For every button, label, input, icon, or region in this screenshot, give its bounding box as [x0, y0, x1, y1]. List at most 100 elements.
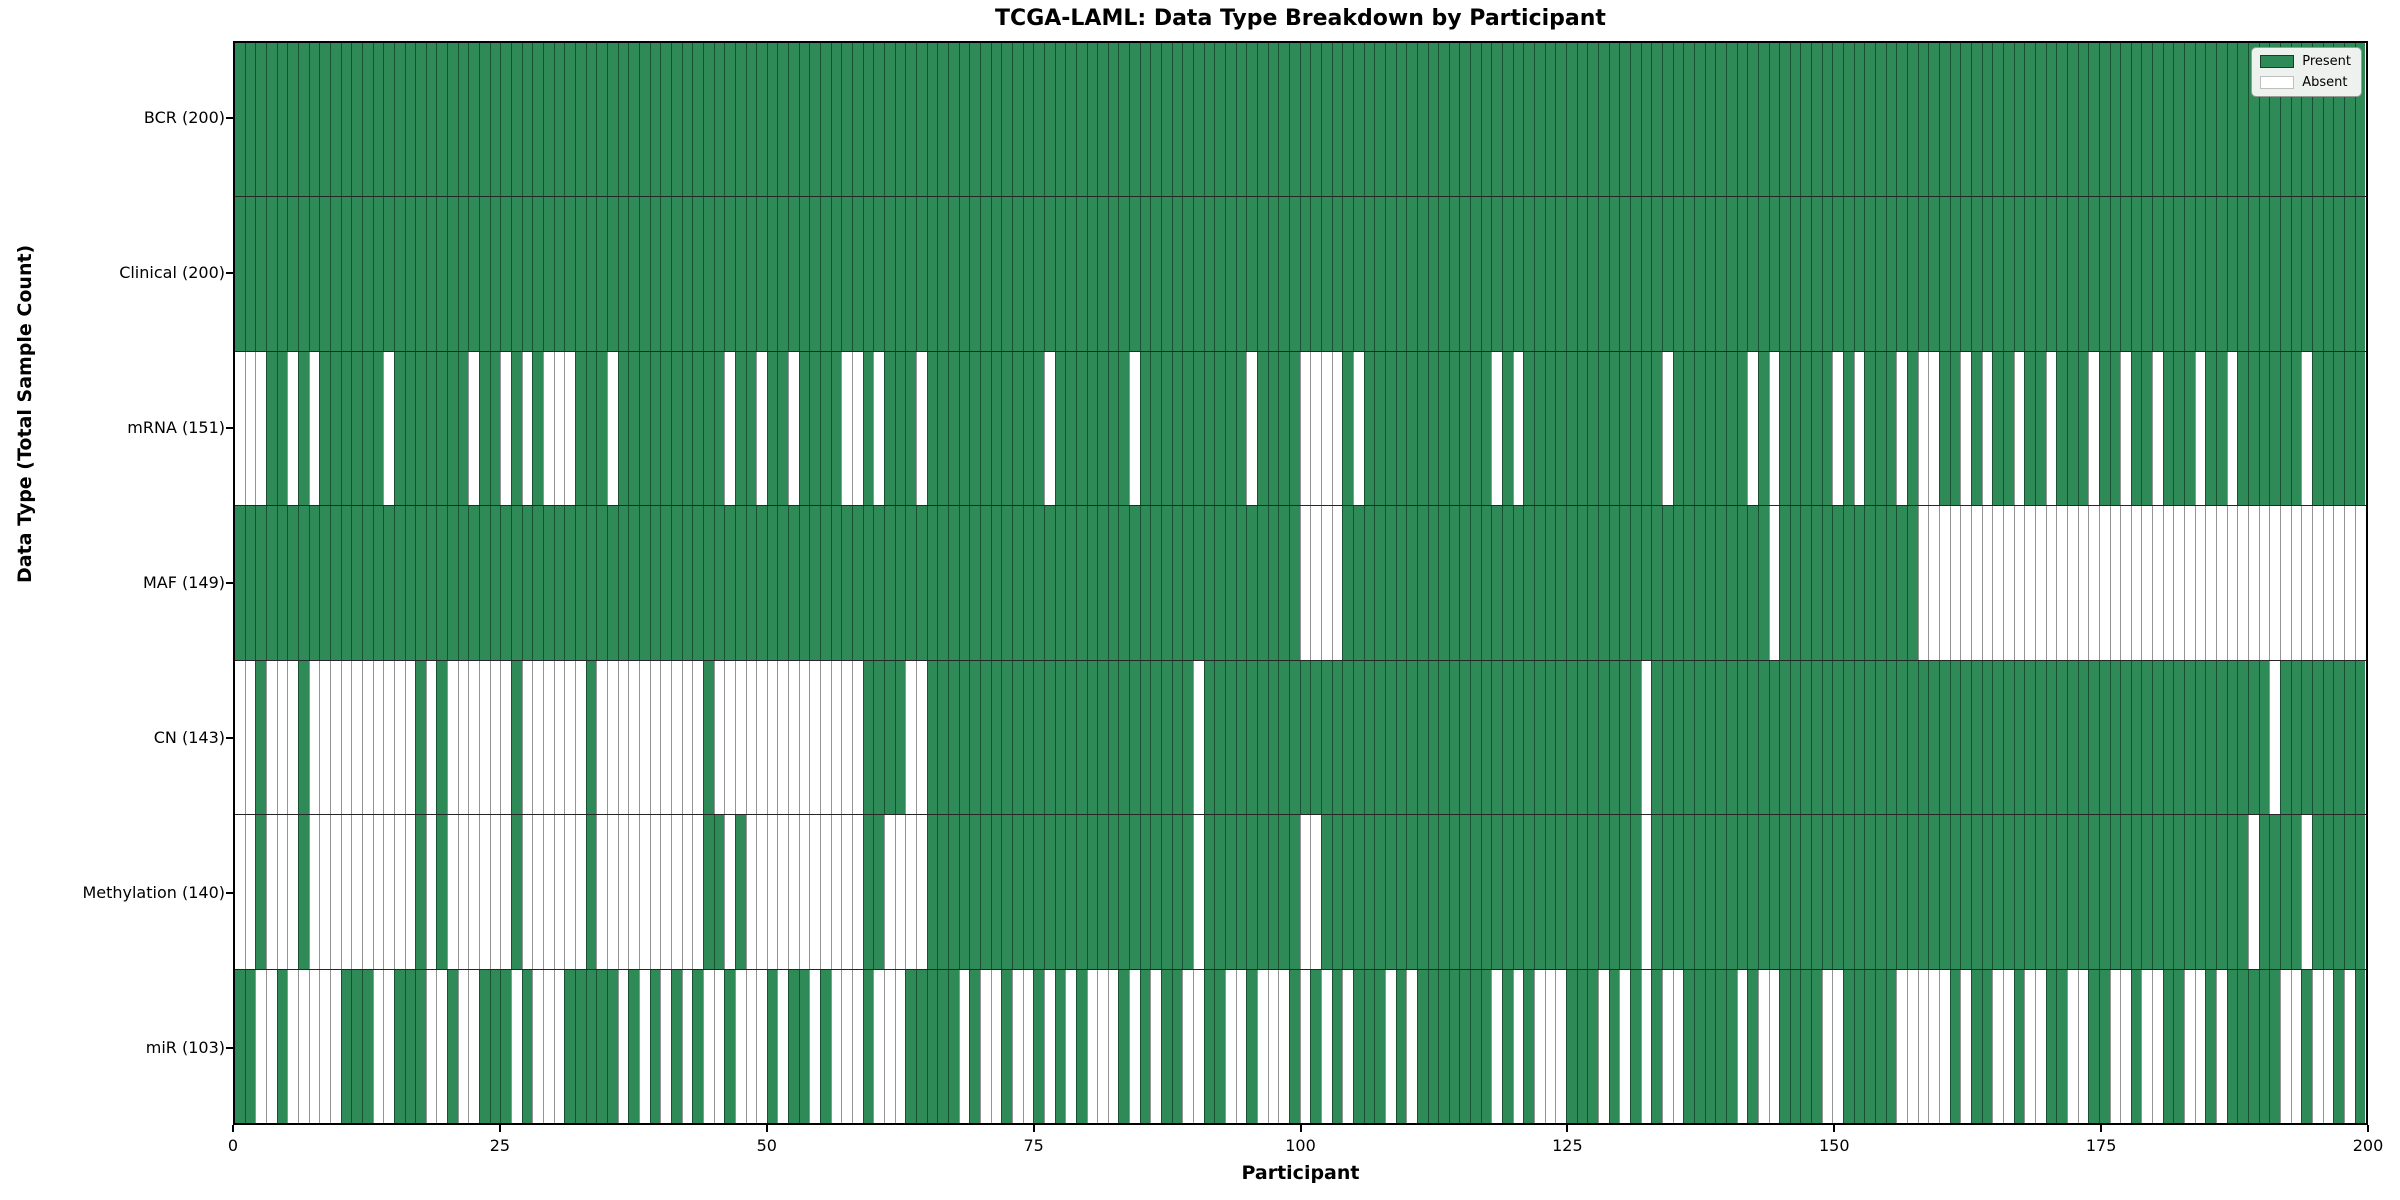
heatmap-cell: [1555, 351, 1567, 506]
x-tick-label-0: 0: [227, 1136, 239, 1155]
heatmap-cell: [2205, 815, 2217, 969]
heatmap-cell: [1406, 43, 1417, 197]
heatmap-cell: [2002, 506, 2014, 660]
heatmap-cell: [1875, 197, 1886, 351]
heatmap-cell: [1587, 815, 1598, 969]
heatmap-cell: [1438, 197, 1449, 351]
heatmap-cell: [532, 506, 544, 660]
heatmap-cell: [1736, 815, 1748, 969]
heatmap-cell: [1587, 506, 1598, 660]
heatmap-cell: [1299, 351, 1311, 506]
heatmap-cell: [1832, 43, 1844, 197]
heatmap-cell: [393, 43, 405, 197]
heatmap-cell: [276, 506, 288, 660]
heatmap-cell: [1725, 506, 1737, 660]
heatmap-cell: [756, 506, 767, 660]
heatmap-cell: [894, 43, 906, 197]
heatmap-cell: [937, 351, 948, 506]
heatmap-cell: [1907, 660, 1918, 815]
heatmap-cell: [841, 660, 853, 815]
heatmap-cell: [1267, 43, 1279, 197]
heatmap-cell: [670, 351, 682, 506]
heatmap-cell: [1693, 660, 1705, 815]
heatmap-cell: [2237, 197, 2249, 351]
heatmap-cell: [1352, 660, 1364, 815]
heatmap-cell: [702, 660, 714, 815]
heatmap-cell: [1619, 197, 1630, 351]
heatmap-cell: [852, 815, 863, 969]
heatmap-cell: [830, 815, 842, 969]
heatmap-cell: [1907, 351, 1918, 506]
heatmap-cell: [606, 197, 618, 351]
heatmap-cell: [276, 815, 288, 969]
heatmap-cell: [1203, 815, 1215, 969]
heatmap-cell: [1129, 351, 1140, 506]
heatmap-cell: [692, 506, 703, 660]
heatmap-cell: [361, 351, 373, 506]
heatmap-cell: [1331, 660, 1343, 815]
heatmap-cell: [1320, 351, 1332, 506]
heatmap-cell: [905, 815, 916, 969]
heatmap-cell: [2152, 197, 2163, 351]
heatmap-cell: [1715, 351, 1726, 506]
heatmap-cell: [1629, 506, 1641, 660]
heatmap-cell: [2216, 197, 2227, 351]
heatmap-cell: [543, 815, 554, 969]
heatmap-cell: [2226, 969, 2238, 1123]
heatmap-cell: [1885, 815, 1897, 969]
heatmap-cell: [1438, 506, 1449, 660]
heatmap-cell: [1672, 969, 1684, 1123]
heatmap-cell: [1374, 969, 1385, 1123]
heatmap-cell: [447, 43, 458, 197]
heatmap-cell: [511, 351, 522, 506]
heatmap-cell: [2290, 506, 2302, 660]
heatmap-cell: [1448, 660, 1460, 815]
present-swatch-icon: [2260, 55, 2295, 68]
heatmap-cell: [2056, 660, 2067, 815]
heatmap-cell: [1011, 43, 1023, 197]
heatmap-cell: [1118, 506, 1130, 660]
heatmap-cell: [521, 660, 533, 815]
heatmap-cell: [1512, 506, 1524, 660]
heatmap-cell: [2002, 969, 2014, 1123]
heatmap-cell: [681, 969, 693, 1123]
heatmap-cell: [1683, 969, 1694, 1123]
heatmap-cell: [1299, 506, 1311, 660]
heatmap-cell: [2130, 351, 2142, 506]
heatmap-cell: [894, 351, 906, 506]
heatmap-cell: [543, 506, 554, 660]
heatmap-cell: [2141, 43, 2153, 197]
heatmap-cell: [2109, 43, 2121, 197]
heatmap-cell: [553, 351, 565, 506]
heatmap-cell: [489, 43, 501, 197]
heatmap-cell: [447, 351, 458, 506]
heatmap-cell: [1320, 815, 1332, 969]
heatmap-cell: [1406, 197, 1417, 351]
heatmap-cell: [1363, 660, 1375, 815]
heatmap-cell: [1033, 969, 1044, 1123]
heatmap-cell: [2002, 43, 2014, 197]
heatmap-cell: [2216, 506, 2227, 660]
heatmap-cell: [766, 660, 778, 815]
heatmap-cell: [1097, 815, 1108, 969]
heatmap-cell: [862, 660, 874, 815]
heatmap-cell: [1214, 197, 1226, 351]
heatmap-cell: [1555, 506, 1567, 660]
heatmap-cell: [297, 969, 309, 1123]
heatmap-cell: [1054, 969, 1066, 1123]
heatmap-cell: [756, 660, 767, 815]
heatmap-cell: [2045, 43, 2057, 197]
x-tick-label-125: 125: [1552, 1136, 1583, 1155]
heatmap-cell: [2280, 969, 2291, 1123]
heatmap-cell: [2248, 506, 2259, 660]
heatmap-cell: [617, 351, 629, 506]
heatmap-cell: [393, 969, 405, 1123]
heatmap-cell: [2333, 351, 2344, 506]
heatmap-cell: [585, 969, 597, 1123]
heatmap-cell: [1928, 815, 1939, 969]
heatmap-cell: [1970, 351, 1982, 506]
heatmap-cell: [1949, 815, 1961, 969]
heatmap-cell: [393, 351, 405, 506]
heatmap-cell: [447, 197, 458, 351]
heatmap-cell: [2034, 506, 2046, 660]
